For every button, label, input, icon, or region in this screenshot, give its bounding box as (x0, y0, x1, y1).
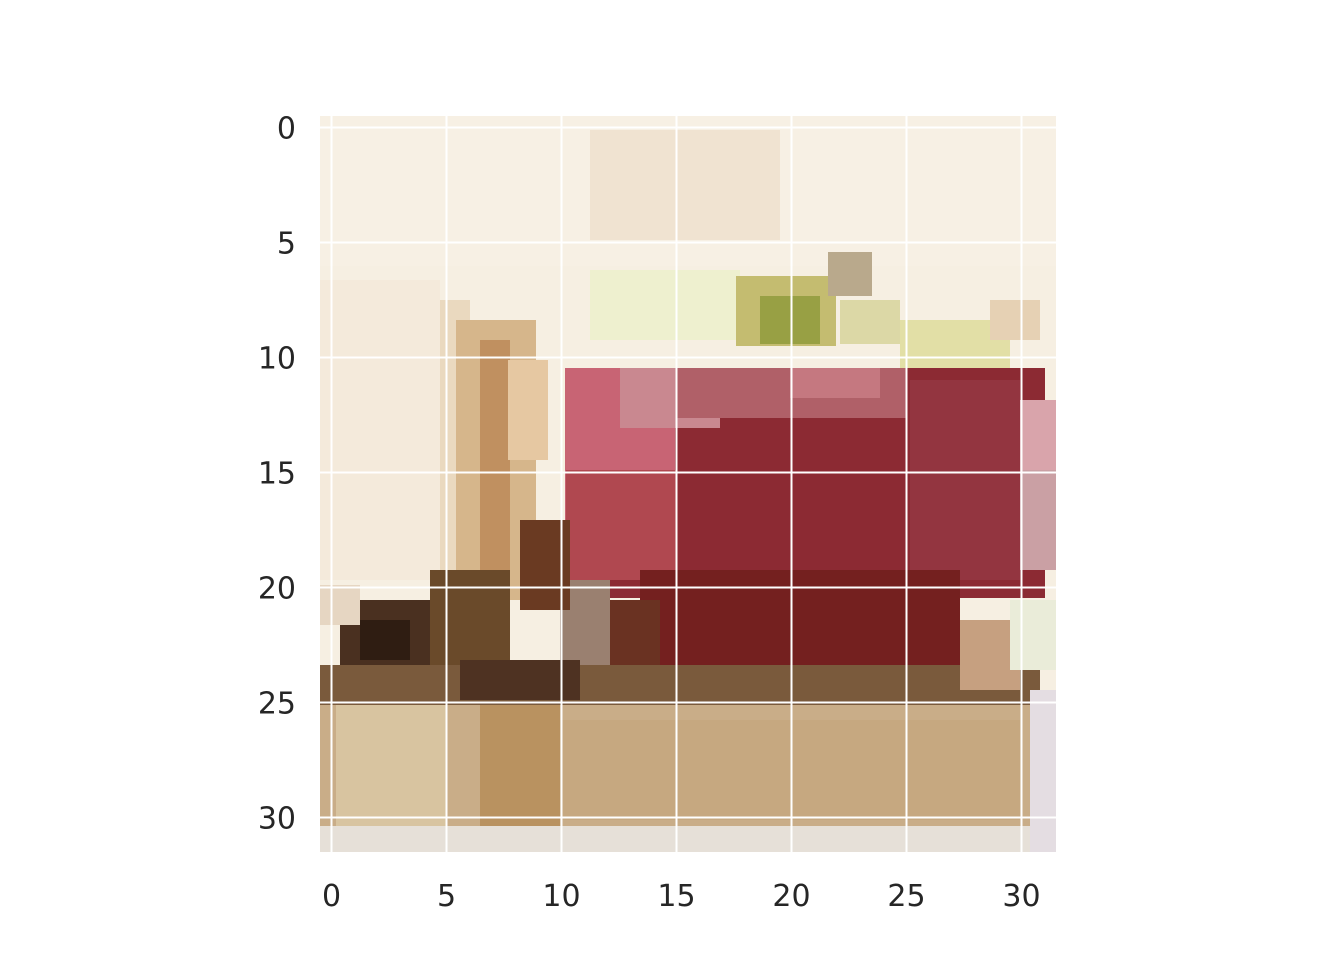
x-tick-label: 20 (772, 879, 810, 914)
x-tick-label: 30 (1002, 879, 1040, 914)
y-tick-label: 20 (258, 572, 296, 607)
y-tick-label: 10 (258, 342, 296, 377)
x-tick-label: 10 (542, 879, 580, 914)
x-tick-label: 25 (887, 879, 925, 914)
x-tick-label: 5 (437, 879, 456, 914)
y-axis-ticks: 0 5 10 15 20 25 30 (258, 112, 296, 837)
x-tick-label: 0 (322, 879, 341, 914)
x-axis-ticks: 0 5 10 15 20 25 30 (322, 879, 1041, 914)
y-tick-label: 0 (277, 112, 296, 147)
y-tick-label: 30 (258, 802, 296, 837)
x-tick-label: 15 (657, 879, 695, 914)
y-tick-label: 5 (277, 227, 296, 262)
y-tick-label: 15 (258, 457, 296, 492)
grid-lines (320, 116, 1056, 852)
y-tick-label: 25 (258, 687, 296, 722)
pixelated-apple-image (320, 116, 1056, 852)
